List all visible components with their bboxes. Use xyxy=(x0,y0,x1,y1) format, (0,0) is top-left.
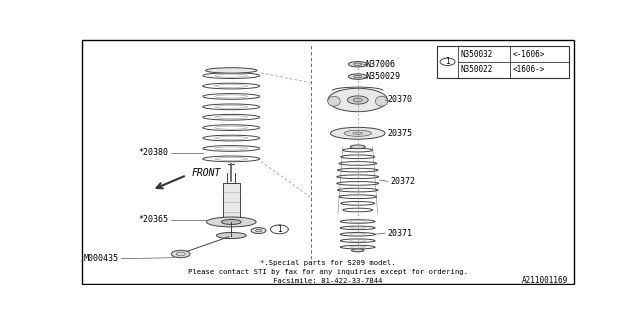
Ellipse shape xyxy=(351,249,364,252)
Ellipse shape xyxy=(353,132,363,134)
Text: N350022: N350022 xyxy=(460,65,493,74)
Text: M000435: M000435 xyxy=(84,254,118,263)
Bar xyxy=(223,182,240,222)
Text: N37006: N37006 xyxy=(365,60,396,69)
Ellipse shape xyxy=(348,61,367,67)
Text: 20371: 20371 xyxy=(388,228,413,237)
Ellipse shape xyxy=(221,220,241,224)
Text: <1606->: <1606-> xyxy=(513,65,545,74)
Text: A211001169: A211001169 xyxy=(522,276,568,285)
Text: FRONT: FRONT xyxy=(191,168,221,179)
Ellipse shape xyxy=(328,96,340,106)
Text: *20380: *20380 xyxy=(138,148,168,157)
Text: N350029: N350029 xyxy=(365,72,401,81)
Text: *20365: *20365 xyxy=(138,215,168,224)
Text: N350032: N350032 xyxy=(460,50,493,59)
Bar xyxy=(437,46,568,78)
Ellipse shape xyxy=(328,88,388,112)
Ellipse shape xyxy=(216,232,246,239)
Ellipse shape xyxy=(376,96,388,106)
Ellipse shape xyxy=(344,130,371,136)
Ellipse shape xyxy=(348,74,367,79)
Ellipse shape xyxy=(330,127,385,139)
Ellipse shape xyxy=(251,228,266,234)
Ellipse shape xyxy=(348,96,368,104)
Ellipse shape xyxy=(207,217,256,227)
Text: <-1606>: <-1606> xyxy=(513,50,545,59)
Text: 20375: 20375 xyxy=(388,129,413,138)
Text: 20372: 20372 xyxy=(390,177,415,186)
Text: 1: 1 xyxy=(277,225,282,234)
Ellipse shape xyxy=(172,250,190,258)
Text: 20370: 20370 xyxy=(388,95,413,105)
Ellipse shape xyxy=(353,98,362,102)
Text: Facsimile: 81-422-33-7844: Facsimile: 81-422-33-7844 xyxy=(273,278,383,284)
Ellipse shape xyxy=(205,68,257,73)
Ellipse shape xyxy=(350,145,365,149)
Text: Please contact STI by fax for any inquiries except for ordering.: Please contact STI by fax for any inquir… xyxy=(188,269,468,275)
Text: 1: 1 xyxy=(445,57,450,66)
Text: *.Special parts for S209 model.: *.Special parts for S209 model. xyxy=(260,260,396,266)
